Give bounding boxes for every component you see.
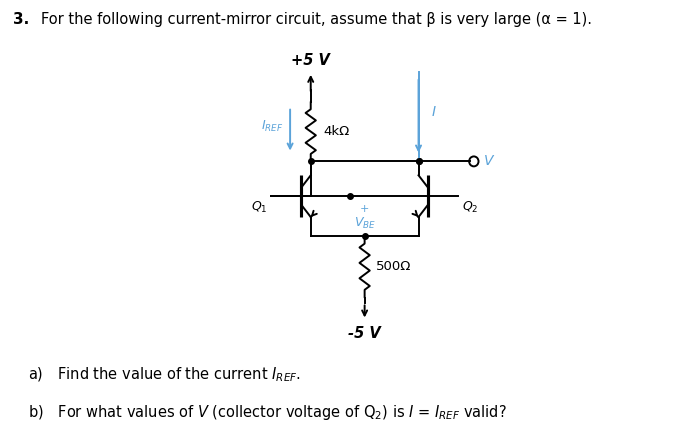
- Text: 4kΩ: 4kΩ: [323, 125, 349, 138]
- Text: $Q_1$: $Q_1$: [251, 200, 267, 215]
- Text: $Q_2$: $Q_2$: [461, 200, 478, 215]
- Text: +: +: [360, 204, 370, 214]
- Text: $V$: $V$: [483, 154, 496, 169]
- Text: 500Ω: 500Ω: [376, 260, 412, 273]
- Text: $V_{BE}$: $V_{BE}$: [354, 215, 376, 231]
- Text: -5 V: -5 V: [349, 326, 381, 341]
- Text: $I$: $I$: [430, 105, 436, 119]
- Text: 3.: 3.: [13, 12, 29, 27]
- Text: For the following current-mirror circuit, assume that β is very large (α = 1).: For the following current-mirror circuit…: [41, 12, 592, 27]
- Text: +5 V: +5 V: [291, 53, 330, 68]
- Text: $I_{REF}$: $I_{REF}$: [261, 119, 284, 134]
- Text: b) For what values of $V$ (collector voltage of Q$_2$) is $I$ = $I_{REF}$ valid?: b) For what values of $V$ (collector vol…: [27, 403, 506, 422]
- Text: a) Find the value of the current $I_{REF}$.: a) Find the value of the current $I_{REF…: [27, 365, 300, 384]
